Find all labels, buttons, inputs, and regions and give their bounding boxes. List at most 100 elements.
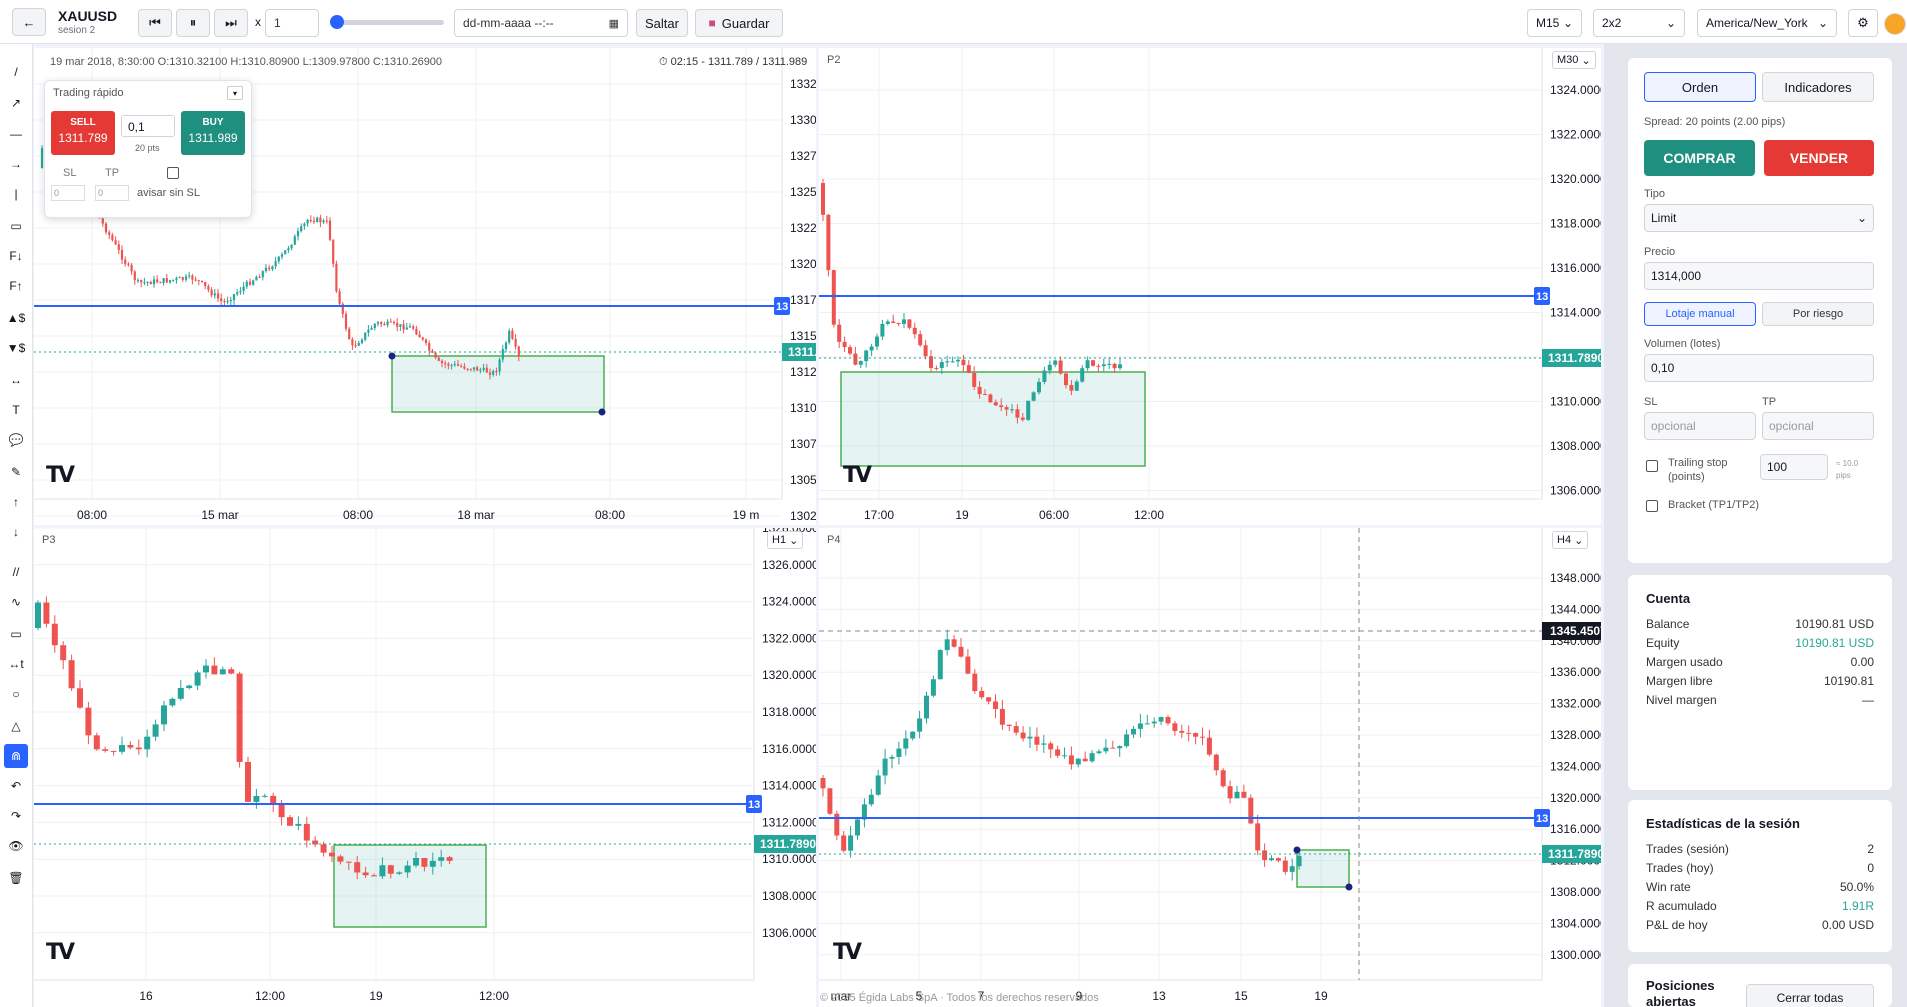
timezone-select[interactable]: America/New_York ⌄ (1697, 9, 1837, 37)
ray-icon[interactable]: ↗ (10, 96, 22, 110)
arrow-up-icon[interactable]: ↑ (13, 495, 19, 509)
eye-icon[interactable]: 👁 (8, 839, 24, 853)
parallel-channel-icon[interactable]: // (12, 565, 20, 579)
price-tick-label: 1322.500 (790, 221, 816, 235)
warn-checkbox[interactable] (167, 167, 179, 179)
account-row: Equity 10190.81 USD (1646, 636, 1874, 652)
tp-input[interactable]: 0 (95, 185, 129, 201)
sl-input[interactable]: opcional (1644, 412, 1756, 440)
time-range-icon[interactable]: ↔t (8, 657, 24, 671)
chart-canvas-3[interactable]: 1328.000001326.000001324.000001322.00000… (34, 528, 816, 1007)
candle-body (236, 673, 243, 762)
chart-pane-2[interactable]: 1324.00000 1322.00000 1320.00000 1318.00000… (819, 48, 1601, 525)
candle-body (188, 275, 191, 277)
theme-toggle[interactable] (1884, 13, 1906, 35)
candle-body (312, 840, 319, 845)
save-button[interactable]: ■ Guardar (695, 9, 783, 37)
chart-canvas-4[interactable]: 1348.000001344.000001340.000001336.00000… (819, 528, 1601, 1007)
collapse-button[interactable]: ▾ (227, 86, 243, 100)
trash-icon[interactable]: 🗑 (8, 871, 24, 885)
candle-body (104, 223, 108, 233)
sell-button[interactable]: SELL 1311.789 (51, 111, 115, 155)
jump-button[interactable]: Saltar (636, 9, 688, 37)
trailing-checkbox[interactable] (1646, 460, 1658, 472)
long-position-icon[interactable]: ▲$ (6, 311, 26, 325)
circle-icon[interactable]: ○ (12, 687, 20, 701)
redo-icon[interactable]: ↷ (10, 809, 22, 823)
candle-body (1091, 360, 1095, 366)
bracket-checkbox[interactable] (1646, 500, 1658, 512)
calendar-icon[interactable]: ▦ (608, 17, 619, 30)
volume-input[interactable]: 0,10 (1644, 354, 1874, 382)
magnet-icon[interactable]: ⋒ (4, 744, 28, 768)
date-input[interactable]: dd-mm-aaaa --:-- ▦ (454, 9, 628, 37)
price-input[interactable]: 1314,000 (1644, 262, 1874, 290)
triangle-icon[interactable]: △ (11, 719, 21, 733)
curve-icon[interactable]: ∿ (10, 595, 22, 609)
trailing-input[interactable]: 100 (1760, 454, 1828, 480)
tab-indicators[interactable]: Indicadores (1762, 72, 1874, 102)
type-select[interactable]: Limit ⌄ (1644, 204, 1874, 232)
sell-button[interactable]: VENDER (1764, 140, 1874, 176)
time-tick-label: 19 (369, 989, 383, 1003)
fib-down-icon[interactable]: F↓ (9, 249, 23, 263)
rewind-button[interactable]: ⏮ (138, 9, 172, 37)
settings-button[interactable]: ⚙ (1848, 9, 1878, 37)
buy-button[interactable]: BUY 1311.989 (181, 111, 245, 155)
candle-body (951, 639, 957, 647)
chart-pane-4[interactable]: 1348.000001344.000001340.000001336.00000… (819, 528, 1601, 1007)
candle-body (197, 280, 200, 282)
tp-input[interactable]: opcional (1762, 412, 1874, 440)
stats-row: Trades (sesión) 2 (1646, 842, 1874, 858)
chart-pane-3[interactable]: 1328.000001326.000001324.000001322.00000… (34, 528, 816, 1007)
layout-select[interactable]: 2x2 ⌄ (1593, 9, 1685, 37)
text-icon[interactable]: T (12, 403, 20, 417)
tab-order[interactable]: Orden (1644, 72, 1756, 102)
brush-icon[interactable]: ✎ (10, 465, 22, 479)
speed-input[interactable]: 1 (265, 9, 319, 37)
candle-body (972, 373, 977, 387)
timeframe-select[interactable]: M15 ⌄ (1527, 9, 1582, 37)
manual-lot-button[interactable]: Lotaje manual (1644, 302, 1756, 326)
chart-canvas-2[interactable]: 1324.00000 1322.00000 1320.00000 1318.00000… (819, 48, 1601, 525)
candle-body (354, 345, 357, 347)
note-icon[interactable]: ▭ (10, 627, 22, 641)
candle-body (344, 313, 348, 329)
vertical-line-icon[interactable]: | (14, 187, 18, 201)
candle-body (40, 147, 44, 168)
pause-button[interactable]: ⏸ (176, 9, 210, 37)
pane-timeframe-select[interactable]: H1 ⌄ (767, 531, 804, 549)
volume-label: Volumen (lotes) (1644, 338, 1721, 350)
arrow-down-icon[interactable]: ↓ (13, 525, 19, 539)
candle-body (242, 286, 245, 291)
candle-body (944, 639, 950, 651)
line-price-text: 13 (1536, 291, 1548, 303)
playback-slider[interactable] (330, 15, 444, 29)
comment-icon[interactable]: 💬 (8, 433, 24, 447)
risk-lot-button[interactable]: Por riesgo (1762, 302, 1874, 326)
chart-pane-1[interactable]: 1332.500 1330.000 1327.500 1325.000 1322.500… (34, 48, 816, 525)
sl-input[interactable]: 0 (51, 185, 85, 201)
slider-thumb[interactable] (330, 15, 344, 29)
horizontal-line-icon[interactable]: — (10, 127, 22, 141)
volume-input[interactable]: 0,1 (121, 115, 175, 137)
forward-button[interactable]: ⏭ (214, 9, 248, 37)
back-button[interactable]: ← (12, 8, 46, 36)
pane-timeframe-select[interactable]: M30 ⌄ (1552, 51, 1596, 69)
measure-icon[interactable]: ↔ (10, 373, 22, 387)
rectangle-icon[interactable]: ▭ (10, 219, 22, 233)
arrow-icon[interactable]: → (10, 157, 22, 171)
time-tick-label: 08:00 (77, 508, 107, 522)
candle-body (1004, 407, 1009, 410)
close-all-button[interactable]: Cerrar todas (1746, 984, 1874, 1007)
candle-body (351, 339, 354, 346)
candle-body (1096, 751, 1102, 754)
fib-up-icon[interactable]: F↑ (9, 279, 23, 293)
candle-body (820, 778, 826, 789)
undo-icon[interactable]: ↶ (10, 779, 22, 793)
trend-line-icon[interactable]: / (14, 65, 18, 79)
short-position-icon[interactable]: ▼$ (6, 341, 26, 355)
buy-button[interactable]: COMPRAR (1644, 140, 1755, 176)
pane-timeframe-select[interactable]: H4 ⌄ (1552, 531, 1589, 549)
candle-body (293, 236, 296, 245)
